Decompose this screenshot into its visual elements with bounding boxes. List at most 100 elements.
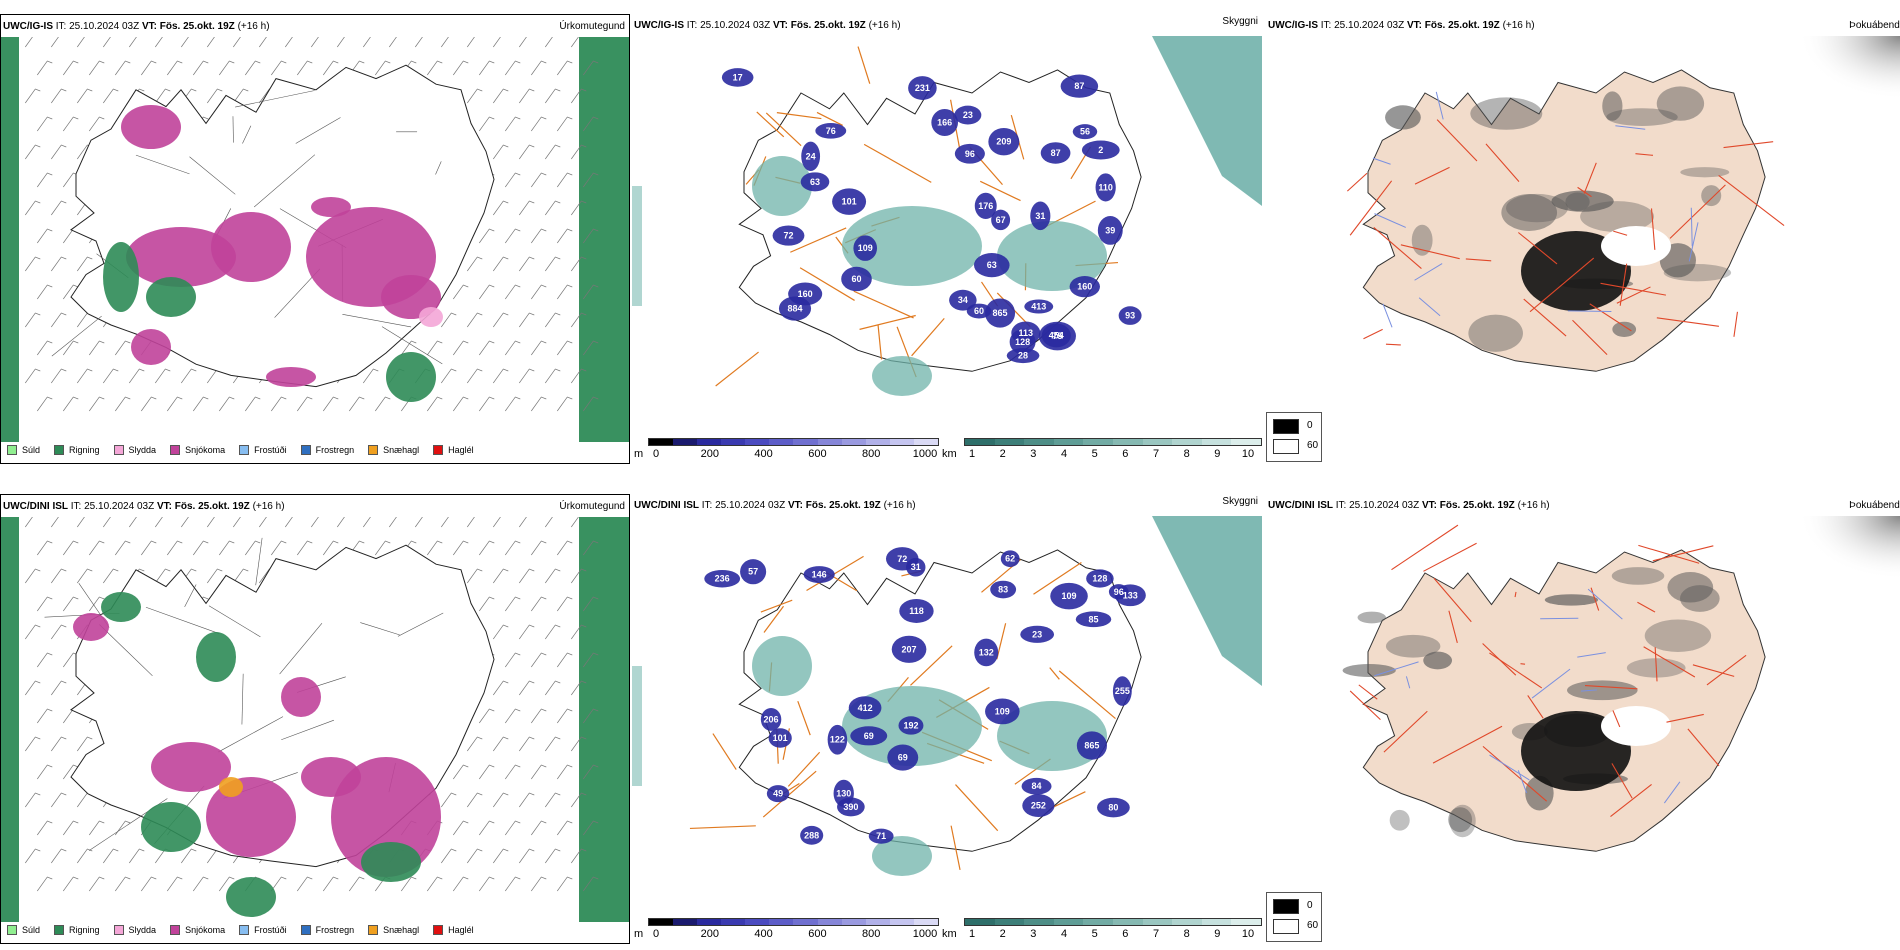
- wind-barb: [557, 60, 573, 76]
- wind-barb: [375, 396, 391, 412]
- wind-barb: [37, 596, 53, 612]
- fog-legend-swatch: [1273, 919, 1299, 934]
- road-line: [1373, 226, 1422, 269]
- ceiling-area: [768, 728, 792, 748]
- wind-barb: [557, 876, 573, 892]
- river-line: [1531, 668, 1571, 699]
- ceiling-value: 206: [764, 714, 779, 724]
- road-line: [1718, 174, 1785, 227]
- wind-barb: [427, 396, 443, 412]
- wind-barb: [51, 517, 59, 528]
- road-line: [235, 90, 315, 108]
- road-line: [1635, 153, 1653, 156]
- road-line: [1433, 577, 1472, 623]
- wind-barb: [51, 312, 67, 328]
- wind-barb: [89, 876, 105, 892]
- wind-barb: [531, 284, 547, 300]
- wind-barb: [479, 764, 495, 780]
- ceiling-area: [848, 696, 882, 720]
- wind-barb: [441, 312, 457, 328]
- ceiling-area: [1108, 584, 1129, 600]
- road-line: [1590, 587, 1600, 611]
- ceiling-value: 236: [715, 574, 730, 584]
- ceiling-area: [853, 235, 878, 261]
- ceiling-value: 109: [995, 706, 1010, 716]
- wind-barb: [219, 540, 235, 556]
- wind-barb: [531, 764, 547, 780]
- legend-label: Haglél: [448, 445, 474, 455]
- legend-label: Snjókoma: [185, 445, 226, 455]
- wind-barb: [557, 596, 573, 612]
- river-line: [1567, 310, 1612, 312]
- wind-barb: [77, 37, 85, 48]
- wind-barb: [25, 792, 41, 808]
- road-line: [877, 324, 883, 360]
- colorbar-cell: [1053, 439, 1084, 445]
- wind-barb: [375, 60, 391, 76]
- colorbar-cell: [889, 919, 914, 925]
- wind-barb: [37, 820, 53, 836]
- ceiling-value: 96: [1114, 587, 1124, 597]
- visibility-area: [997, 221, 1107, 291]
- ceiling-value: 176: [978, 201, 993, 211]
- wind-barb: [571, 368, 587, 384]
- precip-area: [73, 613, 109, 641]
- wind-barb: [167, 540, 183, 556]
- road-line: [857, 46, 871, 84]
- ceiling-area: [1097, 797, 1130, 818]
- wind-barb: [311, 517, 319, 528]
- wind-barb: [37, 396, 53, 412]
- precip-area: [219, 777, 243, 797]
- wind-barb: [401, 340, 417, 356]
- legend-label: Rigning: [69, 925, 100, 935]
- ceiling-area: [800, 825, 824, 845]
- colorbar-strip: [964, 438, 1262, 446]
- colorbar-unit: km: [942, 928, 957, 940]
- colorbar-tick: 7: [1152, 448, 1160, 460]
- ceiling-value: 160: [798, 289, 813, 299]
- legend-item: Haglél: [433, 925, 474, 935]
- road-line: [99, 624, 153, 676]
- wind-barb: [441, 517, 449, 528]
- colorbar-cell: [745, 439, 770, 445]
- colorbar-cell: [817, 919, 842, 925]
- road-line: [281, 719, 334, 741]
- ceiling-value: 62: [1005, 554, 1015, 564]
- wind-barb: [557, 820, 573, 836]
- precip-area: [196, 632, 236, 682]
- road-line: [1349, 690, 1381, 721]
- wind-barb: [37, 60, 53, 76]
- road-line: [1436, 119, 1478, 162]
- road-line: [765, 112, 802, 147]
- ceiling-area: [740, 559, 767, 585]
- precip-area: [151, 742, 231, 792]
- wind-barb: [337, 517, 345, 528]
- road-line: [950, 825, 961, 871]
- wind-barb: [583, 116, 599, 132]
- legend-swatch: [368, 925, 379, 935]
- wind-barb: [207, 88, 223, 104]
- wind-barb: [467, 792, 483, 808]
- ceiling-area: [1112, 676, 1132, 706]
- colorbar-cell: [889, 439, 914, 445]
- wind-barb: [141, 540, 157, 556]
- road-line: [979, 180, 1021, 202]
- wind-barb: [545, 624, 561, 640]
- colorbar-tick: 1: [968, 448, 976, 460]
- wind-barb: [337, 37, 345, 48]
- road-line: [279, 623, 323, 675]
- river-line: [1577, 652, 1606, 658]
- wind-barb: [25, 37, 33, 48]
- ceiling-value: 75: [1052, 331, 1062, 341]
- wind-barb: [531, 596, 547, 612]
- wind-barb: [77, 736, 93, 752]
- legend-swatch: [300, 445, 311, 455]
- fog-area: [1385, 634, 1441, 658]
- wind-barb: [557, 284, 573, 300]
- ceiling-value: 60: [852, 274, 862, 284]
- ceiling-value: 160: [1077, 282, 1092, 292]
- road-line: [1363, 328, 1383, 340]
- ceiling-value: 865: [1084, 741, 1099, 751]
- wind-barb: [545, 368, 561, 384]
- wind-barb: [25, 256, 41, 272]
